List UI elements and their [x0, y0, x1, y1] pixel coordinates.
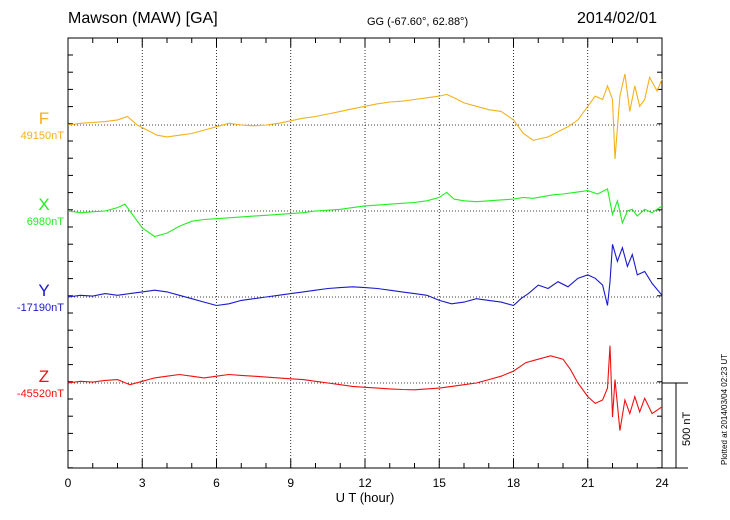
scale-bar: 500 nT	[662, 382, 693, 469]
baseline-value-y: -17190nT	[17, 302, 64, 314]
station-title: Mawson (MAW) [GA]	[68, 10, 218, 27]
trace-z	[67, 345, 663, 431]
axis-ticks	[67, 38, 663, 469]
x-tick-label: 18	[507, 476, 521, 490]
plot-date: 2014/02/01	[577, 10, 658, 27]
x-tick-label: 21	[581, 476, 595, 490]
series-name-z: Z	[39, 367, 49, 386]
x-tick-label: 24	[655, 476, 669, 490]
baseline-value-x: 6980nT	[27, 216, 65, 228]
grid	[141, 38, 589, 468]
x-tick-label: 15	[433, 476, 447, 490]
baselines	[68, 124, 662, 384]
series-labels: F 49150nT X 6980nT Y -17190nT Z -45520nT	[17, 109, 64, 400]
geographic-coordinates: GG (-67.60°, 62.88°)	[367, 16, 469, 28]
baseline-value-z: -45520nT	[17, 388, 64, 400]
x-tick-labels: 0 3 6 9 12 15 18 21 24	[65, 476, 669, 490]
trace-f	[67, 73, 663, 160]
x-tick-label: 3	[139, 476, 146, 490]
x-axis-label: U T (hour)	[336, 490, 395, 505]
trace-y	[67, 244, 663, 307]
traces	[67, 73, 663, 431]
x-tick-label: 6	[213, 476, 220, 490]
scale-bar-label: 500 nT	[681, 411, 693, 446]
plot-frame	[67, 37, 663, 469]
series-name-f: F	[39, 109, 49, 128]
x-tick-label: 12	[358, 476, 372, 490]
x-tick-label: 0	[65, 476, 72, 490]
x-tick-label: 9	[287, 476, 294, 490]
series-name-y: Y	[38, 281, 49, 300]
plotted-timestamp: Plotted at 2014/03/04 02:23 UT	[720, 353, 729, 465]
baseline-value-f: 49150nT	[21, 130, 65, 142]
series-name-x: X	[38, 195, 49, 214]
trace-x	[67, 188, 663, 238]
